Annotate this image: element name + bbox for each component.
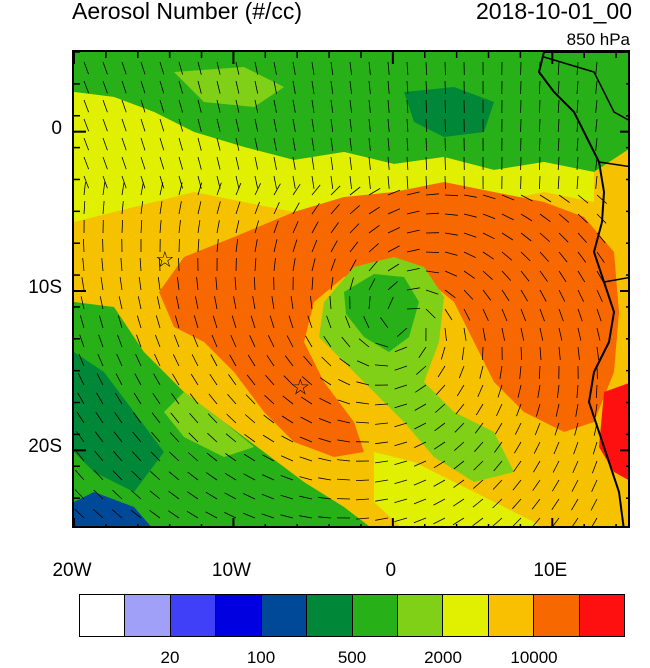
colorbar-box xyxy=(216,595,261,636)
wind-barb xyxy=(445,81,446,94)
wind-barb xyxy=(179,258,180,271)
lat-tick-label: 0 xyxy=(0,118,62,140)
wind-barb xyxy=(445,100,446,113)
pressure-level-label: 850 hPa xyxy=(567,30,630,50)
aerosol-map: ☆☆ xyxy=(72,50,630,528)
station-star-marker: ☆ xyxy=(291,376,311,401)
colorbar-box xyxy=(580,595,624,636)
lon-tick-label: 20W xyxy=(52,560,91,582)
wind-barb xyxy=(445,157,446,170)
colorbar-label: 10000 xyxy=(510,648,557,668)
lon-tick-label: 10W xyxy=(212,560,251,582)
colorbar-box xyxy=(443,595,488,636)
colorbar-label: 2000 xyxy=(424,648,462,668)
wind-barb xyxy=(445,138,446,151)
colorbar-box xyxy=(534,595,579,636)
wind-barb xyxy=(445,119,446,132)
lon-tick-label: 10E xyxy=(533,560,567,582)
colorbar xyxy=(79,594,625,637)
colorbar-box xyxy=(125,595,170,636)
colorbar-label: 100 xyxy=(247,648,275,668)
colorbar-box xyxy=(80,595,125,636)
colorbar-label: 20 xyxy=(161,648,180,668)
aerosol-field-svg: ☆☆ xyxy=(74,52,630,528)
wind-barb xyxy=(597,366,598,379)
colorbar-box xyxy=(353,595,398,636)
lat-tick-label: 10S xyxy=(0,277,62,299)
wind-barb xyxy=(407,309,420,310)
wind-barb xyxy=(179,239,180,252)
plot-title: Aerosol Number (#/cc) xyxy=(72,0,302,25)
lat-tick-label: 20S xyxy=(0,436,62,458)
colorbar-box xyxy=(171,595,216,636)
wind-barb xyxy=(445,176,446,189)
datetime-label: 2018-10-01_00 xyxy=(476,0,632,25)
lon-tick-label: 0 xyxy=(386,560,397,582)
station-star-marker: ☆ xyxy=(155,248,175,273)
colorbar-label: 500 xyxy=(338,648,366,668)
wind-barb xyxy=(445,62,446,75)
colorbar-box xyxy=(489,595,534,636)
colorbar-box xyxy=(262,595,307,636)
colorbar-box xyxy=(307,595,352,636)
colorbar-box xyxy=(398,595,443,636)
